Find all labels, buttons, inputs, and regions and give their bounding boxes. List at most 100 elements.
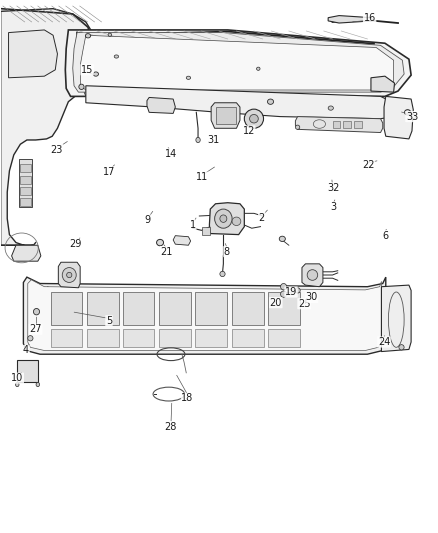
Ellipse shape (33, 309, 39, 315)
Text: 32: 32 (327, 183, 339, 193)
Bar (20, 165, 31, 172)
Text: 18: 18 (181, 393, 194, 403)
Ellipse shape (295, 288, 300, 293)
Bar (51, 292, 82, 325)
Ellipse shape (220, 215, 227, 222)
Bar (123, 292, 154, 325)
Text: 6: 6 (383, 231, 389, 241)
Text: 29: 29 (70, 239, 82, 249)
Bar (20, 198, 31, 206)
Polygon shape (147, 98, 175, 114)
Bar (20, 187, 31, 195)
Ellipse shape (257, 67, 260, 70)
Bar (195, 329, 227, 348)
Ellipse shape (281, 291, 287, 297)
Ellipse shape (108, 33, 112, 36)
Polygon shape (384, 96, 413, 139)
Ellipse shape (67, 272, 72, 278)
Text: 9: 9 (144, 215, 150, 225)
Polygon shape (381, 285, 411, 352)
Text: 27: 27 (29, 324, 42, 334)
Polygon shape (28, 280, 381, 351)
Polygon shape (23, 277, 386, 354)
Bar (20, 175, 31, 183)
Ellipse shape (307, 270, 318, 280)
Ellipse shape (156, 239, 163, 246)
Polygon shape (173, 236, 191, 245)
Ellipse shape (79, 84, 84, 90)
Bar (343, 122, 351, 128)
Ellipse shape (196, 138, 200, 143)
Polygon shape (371, 76, 395, 92)
Ellipse shape (186, 76, 191, 79)
Text: 28: 28 (164, 422, 176, 432)
Bar (51, 329, 82, 348)
Ellipse shape (15, 382, 19, 386)
Text: 14: 14 (165, 149, 177, 159)
Polygon shape (81, 35, 394, 90)
Text: 23: 23 (50, 144, 63, 155)
Text: 2: 2 (259, 213, 265, 223)
Text: 10: 10 (11, 373, 23, 383)
Text: 22: 22 (362, 160, 374, 171)
Ellipse shape (93, 72, 99, 76)
Ellipse shape (62, 268, 76, 282)
Polygon shape (209, 203, 244, 235)
Bar (232, 292, 264, 325)
Text: 8: 8 (224, 247, 230, 256)
Polygon shape (86, 86, 394, 119)
Ellipse shape (250, 115, 258, 123)
Bar (268, 292, 300, 325)
Text: 20: 20 (269, 297, 282, 308)
Ellipse shape (295, 125, 300, 130)
Text: 17: 17 (103, 167, 115, 177)
Polygon shape (302, 264, 323, 287)
Bar (87, 292, 119, 325)
Text: 21: 21 (160, 247, 173, 256)
Ellipse shape (244, 109, 264, 128)
Bar (159, 292, 191, 325)
Ellipse shape (405, 110, 411, 115)
Text: 3: 3 (330, 202, 336, 212)
Polygon shape (65, 30, 411, 96)
Bar (215, 107, 237, 124)
Text: 4: 4 (23, 345, 29, 356)
Bar (123, 329, 154, 348)
Ellipse shape (85, 34, 91, 38)
Ellipse shape (328, 106, 333, 110)
Ellipse shape (28, 336, 33, 341)
Bar (268, 329, 300, 348)
Text: 19: 19 (285, 287, 297, 297)
Polygon shape (73, 33, 404, 92)
Ellipse shape (268, 99, 274, 104)
Polygon shape (58, 262, 80, 288)
Ellipse shape (215, 209, 232, 228)
Bar (159, 329, 191, 348)
Bar (201, 227, 210, 235)
Bar (332, 122, 340, 128)
Text: 30: 30 (305, 292, 318, 302)
Polygon shape (328, 15, 372, 23)
Ellipse shape (411, 115, 416, 119)
Text: 5: 5 (106, 316, 112, 326)
Ellipse shape (232, 217, 241, 225)
Text: 11: 11 (196, 172, 208, 182)
Text: 16: 16 (364, 13, 376, 23)
Bar (19, 159, 32, 207)
Bar (17, 360, 38, 382)
Polygon shape (1, 9, 92, 246)
Text: 12: 12 (243, 126, 255, 136)
Ellipse shape (36, 382, 39, 386)
Text: 33: 33 (406, 111, 418, 122)
Bar (87, 329, 119, 348)
Text: 15: 15 (81, 65, 93, 75)
Ellipse shape (279, 236, 286, 241)
Polygon shape (9, 30, 57, 78)
Ellipse shape (399, 345, 404, 350)
Ellipse shape (114, 55, 119, 58)
Bar (195, 292, 227, 325)
Bar (354, 122, 362, 128)
Ellipse shape (220, 271, 225, 277)
Ellipse shape (281, 284, 287, 290)
Text: 31: 31 (208, 135, 220, 145)
